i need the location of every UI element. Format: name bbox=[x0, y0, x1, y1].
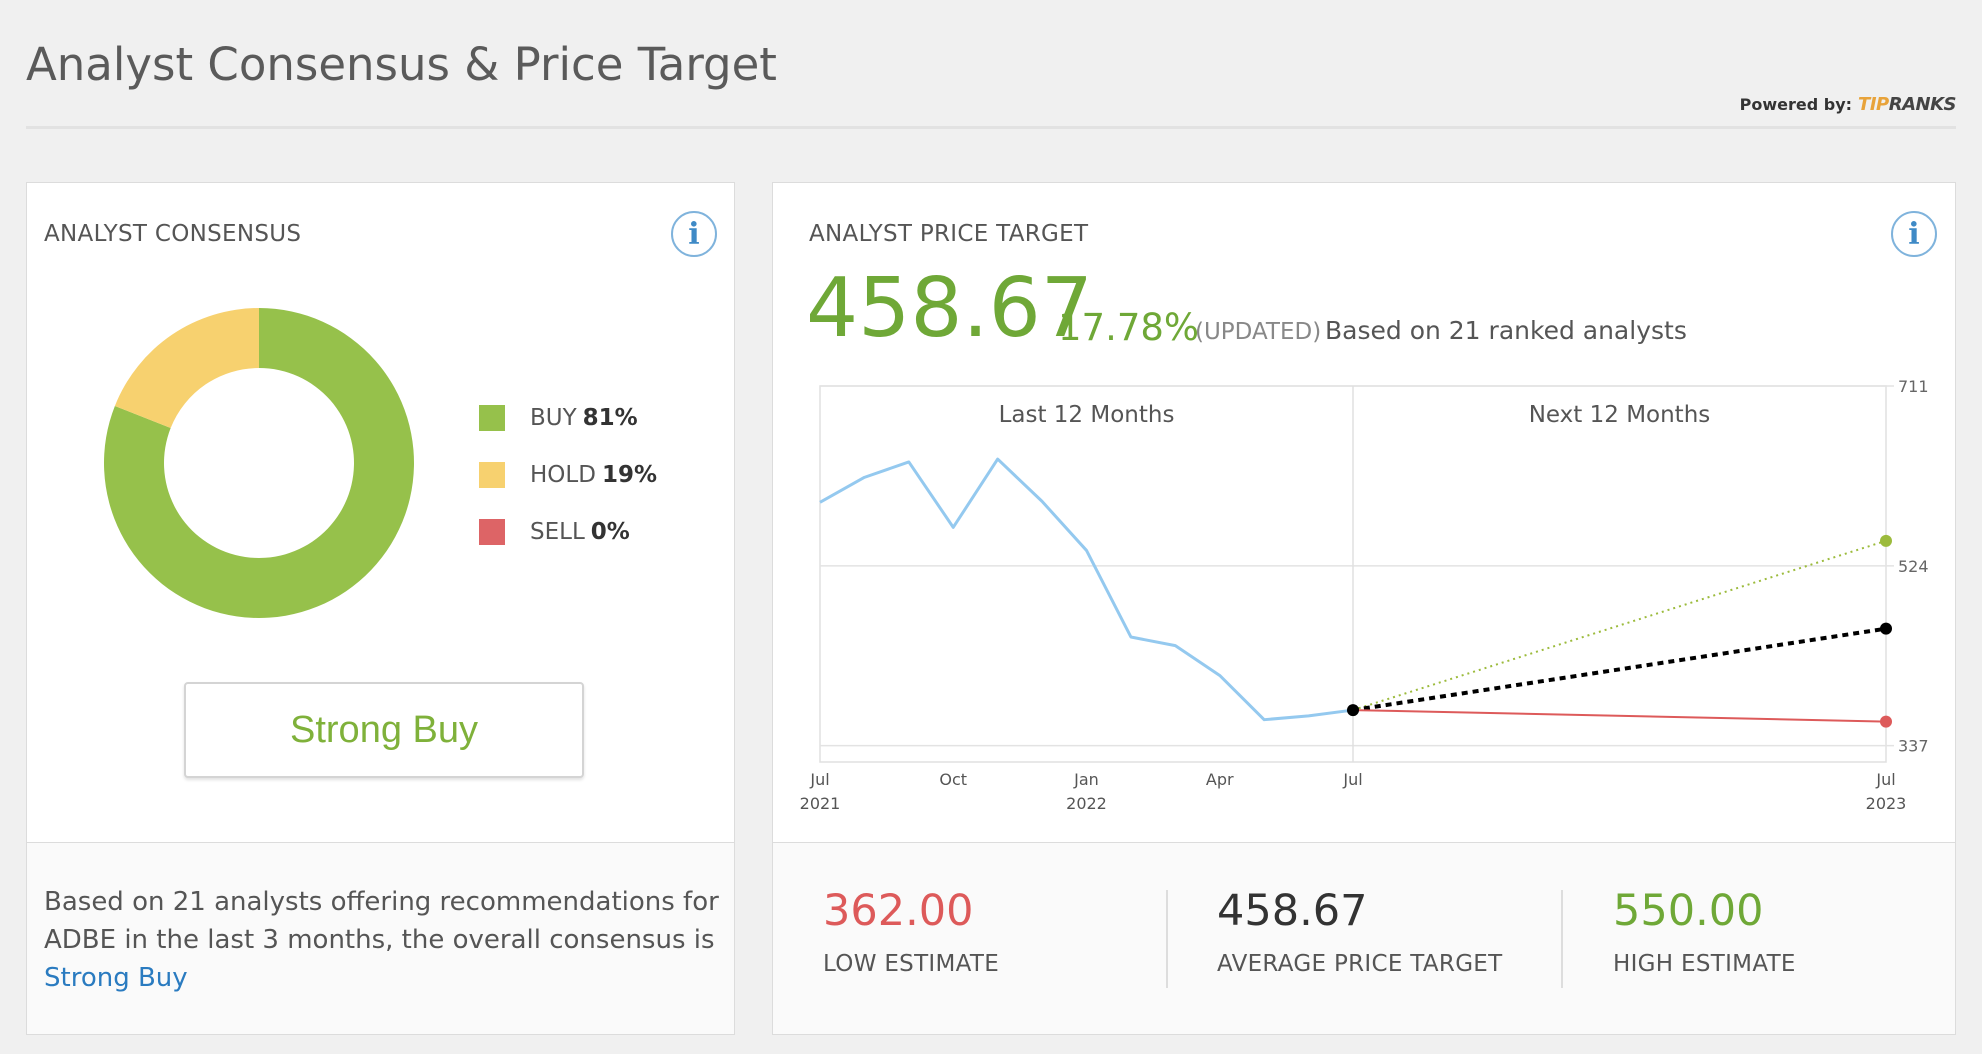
low-target-line bbox=[1352, 709, 1887, 723]
donut-slice-buy bbox=[103, 308, 414, 618]
high-target-point bbox=[1880, 534, 1892, 547]
price-target-panel: ANALYST PRICE TARGET i bbox=[772, 182, 1956, 1035]
x-tick-label: Jul bbox=[1342, 770, 1362, 789]
x-tick-year: 2023 bbox=[1866, 794, 1907, 812]
buy-swatch bbox=[479, 405, 505, 431]
average-estimate-label: AVERAGE PRICE TARGET bbox=[1217, 951, 1503, 977]
estimate-divider bbox=[1561, 890, 1563, 988]
x-tick-label: Jul bbox=[1875, 770, 1895, 789]
powered-by-label: Powered by: bbox=[1739, 95, 1853, 114]
consensus-legend: BUY 81% HOLD 19% SELL 0% bbox=[479, 403, 657, 574]
x-tick-label: Apr bbox=[1206, 770, 1234, 789]
page-title: Analyst Consensus & Price Target bbox=[26, 38, 777, 91]
consensus-rating-button[interactable]: Strong Buy bbox=[184, 682, 584, 778]
legend-pct: 0% bbox=[590, 519, 630, 545]
low-estimate-label: LOW ESTIMATE bbox=[823, 951, 1000, 977]
average-target-line bbox=[1352, 626, 1887, 713]
consensus-donut-chart bbox=[103, 308, 414, 618]
x-tick-year: 2021 bbox=[800, 794, 841, 812]
summary-rating-link[interactable]: Strong Buy bbox=[44, 963, 188, 993]
average-target-point bbox=[1880, 622, 1892, 635]
legend-label: HOLD bbox=[530, 462, 596, 488]
consensus-summary: Based on 21 analysts offering recommenda… bbox=[44, 883, 734, 997]
x-tick-year: 2022 bbox=[1066, 794, 1107, 812]
x-tick-label: Jul bbox=[809, 770, 829, 789]
legend-item-buy: BUY 81% bbox=[479, 403, 657, 433]
low-estimate-value: 362.00 bbox=[823, 886, 974, 936]
hold-swatch bbox=[479, 462, 505, 488]
price-target-value: 458.67 bbox=[806, 261, 1093, 356]
price-target-label: ANALYST PRICE TARGET bbox=[809, 221, 1089, 247]
section-label: Last 12 Months bbox=[999, 402, 1175, 428]
tipranks-logo[interactable]: TIPRANKS bbox=[1858, 94, 1956, 115]
updated-tag: (UPDATED) bbox=[1195, 319, 1322, 345]
legend-item-sell: SELL 0% bbox=[479, 517, 657, 547]
title-divider bbox=[26, 126, 1956, 129]
legend-label: BUY bbox=[530, 405, 577, 431]
price-target-change: 17.78% bbox=[1058, 306, 1200, 349]
price-target-panel-body bbox=[773, 183, 1955, 843]
section-label: Next 12 Months bbox=[1529, 402, 1711, 428]
sell-swatch bbox=[479, 519, 505, 545]
summary-text: Based on 21 analysts offering recommenda… bbox=[44, 887, 719, 955]
estimate-divider bbox=[1166, 890, 1168, 988]
price-target-chart: 711 524 337 Last 12 Months Next 12 Months Jul… bbox=[800, 377, 1929, 812]
consensus-label: ANALYST CONSENSUS bbox=[44, 221, 302, 247]
legend-pct: 81% bbox=[582, 405, 638, 431]
donut-slice-hold bbox=[114, 308, 259, 429]
y-tick-label: 711 bbox=[1898, 377, 1929, 396]
based-on-text: Based on 21 ranked analysts bbox=[1325, 316, 1687, 345]
x-tick-label: Oct bbox=[939, 770, 967, 789]
legend-pct: 19% bbox=[601, 462, 657, 488]
high-estimate-value: 550.00 bbox=[1613, 886, 1764, 936]
info-icon[interactable]: i bbox=[671, 211, 717, 257]
legend-label: SELL bbox=[530, 519, 585, 545]
high-estimate-label: HIGH ESTIMATE bbox=[1613, 951, 1796, 977]
high-estimate: 550.00 HIGH ESTIMATE bbox=[1613, 886, 1796, 978]
low-estimate: 362.00 LOW ESTIMATE bbox=[823, 886, 1000, 978]
powered-by: Powered by: TIPRANKS bbox=[1739, 94, 1957, 115]
historical-price-line bbox=[819, 457, 1354, 722]
info-icon[interactable]: i bbox=[1891, 211, 1937, 257]
average-estimate-value: 458.67 bbox=[1217, 886, 1368, 936]
consensus-panel: ANALYST CONSENSUS i BUY 81% HOLD 19% SEL… bbox=[26, 182, 735, 1035]
current-price-point bbox=[1347, 704, 1359, 717]
average-price-target: 458.67 AVERAGE PRICE TARGET bbox=[1217, 886, 1503, 978]
x-tick-label: Jan bbox=[1073, 770, 1099, 789]
y-tick-label: 524 bbox=[1898, 557, 1929, 576]
legend-item-hold: HOLD 19% bbox=[479, 460, 657, 490]
low-target-point bbox=[1880, 715, 1892, 728]
y-tick-label: 337 bbox=[1898, 737, 1929, 756]
